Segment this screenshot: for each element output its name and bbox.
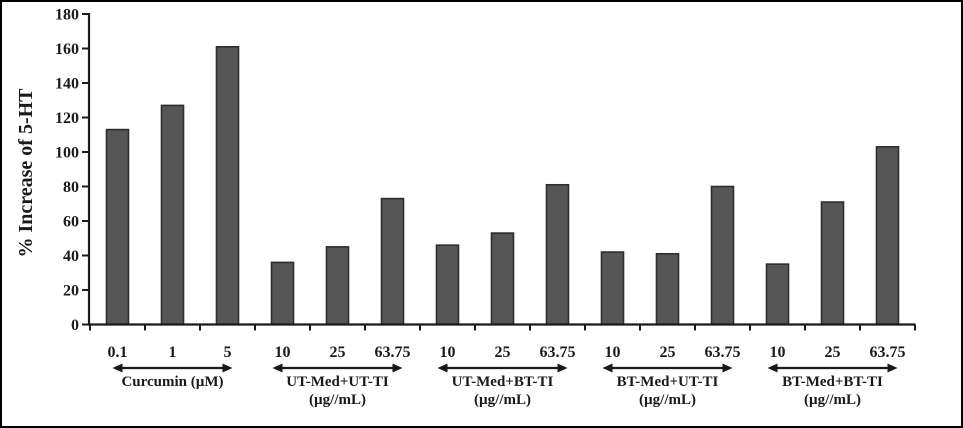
bar <box>765 263 790 326</box>
y-tick-label: 20 <box>63 283 79 300</box>
group-unit-label: (µg//mL) <box>804 392 861 408</box>
arrow-left-head <box>112 363 123 373</box>
group-label: BT-Med+UT-TI <box>617 374 719 390</box>
x-tick-label: 0.1 <box>108 344 128 361</box>
arrow-left-head <box>602 363 613 373</box>
y-tick-label: 100 <box>55 145 79 162</box>
bar <box>875 146 900 326</box>
y-tick-label: 40 <box>63 248 79 265</box>
bar <box>655 252 680 326</box>
x-tick-label: 1 <box>169 344 177 361</box>
bar <box>820 201 845 326</box>
bar <box>710 185 735 326</box>
x-tick-label: 10 <box>440 344 456 361</box>
x-tick-label: 63.75 <box>375 344 411 361</box>
x-tick-label: 10 <box>275 344 291 361</box>
y-tick-label: 60 <box>63 214 79 231</box>
x-tick-label: 10 <box>605 344 621 361</box>
group-unit-label: (µg//mL) <box>309 392 366 408</box>
x-tick-label: 63.75 <box>705 344 741 361</box>
bar <box>105 128 130 326</box>
group-label: UT-Med+BT-TI <box>452 374 554 390</box>
bar <box>325 246 350 326</box>
bar <box>160 104 185 326</box>
arrow-right-head <box>557 363 568 373</box>
arrow-left-head <box>272 363 283 373</box>
group-label: UT-Med+UT-TI <box>286 374 389 390</box>
arrow-right-head <box>722 363 733 373</box>
y-tick-label: 140 <box>55 76 79 93</box>
x-tick-label: 10 <box>770 344 786 361</box>
x-tick-label: 25 <box>495 344 511 361</box>
x-tick-label: 25 <box>825 344 841 361</box>
x-tick-label: 63.75 <box>540 344 576 361</box>
y-tick-label: 80 <box>63 179 79 196</box>
arrow-right-head <box>222 363 233 373</box>
bar <box>435 244 460 326</box>
bar <box>270 261 295 326</box>
x-tick-label: 25 <box>330 344 346 361</box>
y-tick-label: 180 <box>55 7 79 24</box>
bar <box>380 197 405 326</box>
y-tick-label: 160 <box>55 41 79 58</box>
x-tick-label: 5 <box>224 344 232 361</box>
y-tick-label: 120 <box>55 110 79 127</box>
bar <box>215 45 240 326</box>
group-unit-label: (µg//mL) <box>474 392 531 408</box>
arrow-right-head <box>392 363 403 373</box>
x-tick-label: 25 <box>660 344 676 361</box>
group-unit-label: (µg//mL) <box>639 392 696 408</box>
arrow-right-head <box>887 363 898 373</box>
bar <box>545 183 570 326</box>
group-label: Curcumin (µM) <box>121 374 223 390</box>
x-tick-label: 63.75 <box>870 344 906 361</box>
group-label: BT-Med+BT-TI <box>782 374 883 390</box>
arrow-left-head <box>437 363 448 373</box>
bar <box>490 232 515 326</box>
y-tick-label: 0 <box>71 317 79 334</box>
bar <box>600 251 625 326</box>
arrow-left-head <box>767 363 778 373</box>
